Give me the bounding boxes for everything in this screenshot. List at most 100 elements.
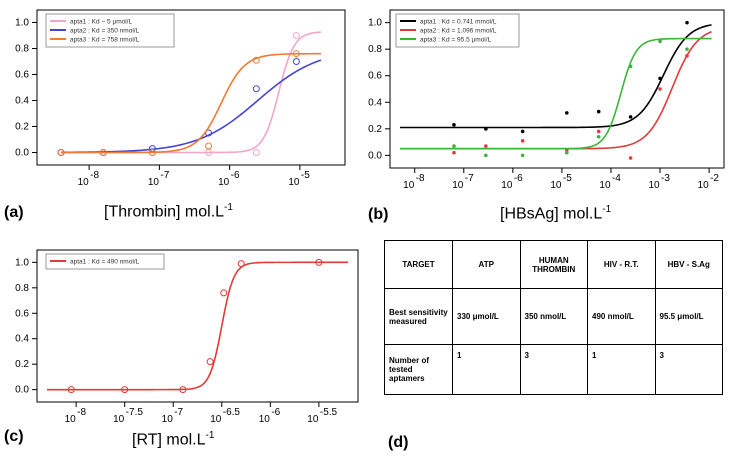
x-axis-label-a-exponent: -1 <box>224 202 233 213</box>
data-point <box>658 76 662 81</box>
x-tick-exponent: -7.5 <box>126 407 144 418</box>
series-curve-2 <box>61 59 322 154</box>
series-curve-3 <box>61 52 321 154</box>
data-point <box>658 87 662 91</box>
x-tick-label: 10 <box>113 414 125 425</box>
table-row: Best sensitivity measured 330 μmol/L 350… <box>384 288 723 345</box>
x-tick-exponent: -7 <box>465 173 474 184</box>
panel-label-b: (b) <box>368 206 389 223</box>
data-point <box>565 111 569 115</box>
y-tick-label: 1.0 <box>15 257 29 268</box>
data-point <box>452 123 456 127</box>
x-axis-label-b-exponent: -1 <box>602 204 612 215</box>
data-point <box>596 129 601 134</box>
x-tick-exponent: -5.5 <box>320 407 338 418</box>
x-axis-label-a: [Thrombin] mol.L-1 <box>104 202 233 221</box>
data-point <box>596 134 601 139</box>
table-row-label: Number of tested aptamers <box>384 344 453 395</box>
x-axis-label-b-text: [HBsAg] mol.L <box>500 205 603 223</box>
table-cell: 1 <box>587 344 656 395</box>
chart-b: 0.00.20.40.60.81.010-810-710-610-510-410… <box>368 9 725 191</box>
data-point <box>484 144 488 148</box>
y-tick-label: 0.0 <box>15 148 29 159</box>
y-tick-label: 0.2 <box>15 122 29 133</box>
x-tick-exponent: -2 <box>710 173 719 184</box>
y-tick-label: 0.4 <box>15 334 29 345</box>
table-row: Number of tested aptamers 1 3 1 3 <box>384 344 723 395</box>
data-point <box>484 153 488 158</box>
data-point <box>99 149 107 156</box>
table-cell: 3 <box>519 344 588 395</box>
table-header-cell: HUMAN THROMBIN <box>519 240 588 289</box>
x-axis-label-c: [RT] mol.L-1 <box>132 430 214 449</box>
series-curve-2 <box>400 30 712 150</box>
data-point <box>252 56 260 64</box>
panel-label-a: (a) <box>4 204 24 221</box>
x-tick-exponent: -5 <box>301 170 310 181</box>
x-tick-exponent: -6 <box>231 170 240 181</box>
x-tick-label: 10 <box>698 180 710 191</box>
x-axis-label-c-exponent: -1 <box>205 430 215 441</box>
x-tick-exponent: -7 <box>174 407 183 418</box>
table-header-cell: TARGET <box>384 240 453 289</box>
table-header-cell: HIV - R.T. <box>587 240 656 289</box>
y-tick-label: 0.6 <box>368 71 382 82</box>
x-tick-label: 10 <box>452 180 464 191</box>
x-axis-label-a-text: [Thrombin] mol.L <box>104 203 225 221</box>
data-point <box>315 258 323 266</box>
data-point <box>520 153 525 158</box>
legend-entry: apta2 : Kd = 1.096 mmol/L <box>420 27 497 34</box>
data-point <box>206 358 214 366</box>
data-point <box>685 47 689 51</box>
x-tick-label: 10 <box>210 414 222 425</box>
legend-entry: apta1 : Kd = 0.741 mmol/L <box>420 18 497 25</box>
plot-frame <box>36 9 346 166</box>
x-tick-label: 10 <box>550 180 562 191</box>
y-tick-label: 0.0 <box>368 150 382 161</box>
series-curve-1 <box>400 24 712 129</box>
y-tick-label: 0.6 <box>15 308 29 319</box>
data-point <box>628 115 633 119</box>
x-tick-label: 10 <box>501 180 513 191</box>
legend-entry: apta1 : Kd = 490 nmol/L <box>70 258 140 265</box>
legend-box <box>45 253 165 270</box>
x-tick-label: 10 <box>162 414 174 425</box>
x-tick-exponent: -4 <box>612 173 621 184</box>
x-tick-exponent: -5 <box>563 173 572 184</box>
data-point <box>220 289 228 297</box>
data-point <box>252 85 260 93</box>
series-curve-1 <box>61 31 322 154</box>
y-tick-label: 0.8 <box>15 283 29 294</box>
data-point <box>237 260 245 268</box>
table-cell: 330 μmol/L <box>452 288 521 345</box>
x-tick-label: 10 <box>218 177 230 188</box>
legend-entry: apta2 : Kd = 350 nmol/L <box>70 27 140 34</box>
summary-table: TARGET ATP HUMAN THROMBIN HIV - R.T. HBV… <box>384 240 723 395</box>
legend-entry: apta1 : Kd ~ 5 μmol/L <box>70 18 132 25</box>
panel-label-d: (d) <box>388 434 409 451</box>
series-curve-1 <box>47 261 348 391</box>
x-tick-exponent: -8 <box>77 407 86 418</box>
x-tick-label: 10 <box>148 177 160 188</box>
legend-box <box>45 13 175 48</box>
data-point <box>628 156 633 160</box>
data-point <box>520 129 525 134</box>
y-tick-label: 0.4 <box>368 97 382 108</box>
table-header-cell: ATP <box>452 240 521 289</box>
x-tick-exponent: -8 <box>90 170 99 181</box>
x-tick-exponent: -6.5 <box>223 407 241 418</box>
legend-box <box>395 13 520 48</box>
data-point <box>205 142 213 150</box>
x-tick-label: 10 <box>648 180 660 191</box>
y-tick-label: 0.8 <box>15 44 29 55</box>
chart-c: 0.00.20.40.60.81.010-810-7.510-710-6.510… <box>15 249 359 425</box>
table-row-label: Best sensitivity measured <box>384 288 453 345</box>
table-cell: 1 <box>452 344 521 395</box>
x-tick-label: 10 <box>78 177 90 188</box>
data-point <box>658 39 662 44</box>
x-tick-exponent: -7 <box>160 170 169 181</box>
data-point <box>685 54 689 58</box>
x-tick-label: 10 <box>307 414 319 425</box>
data-point <box>252 149 260 156</box>
y-tick-label: 0.2 <box>368 124 382 135</box>
